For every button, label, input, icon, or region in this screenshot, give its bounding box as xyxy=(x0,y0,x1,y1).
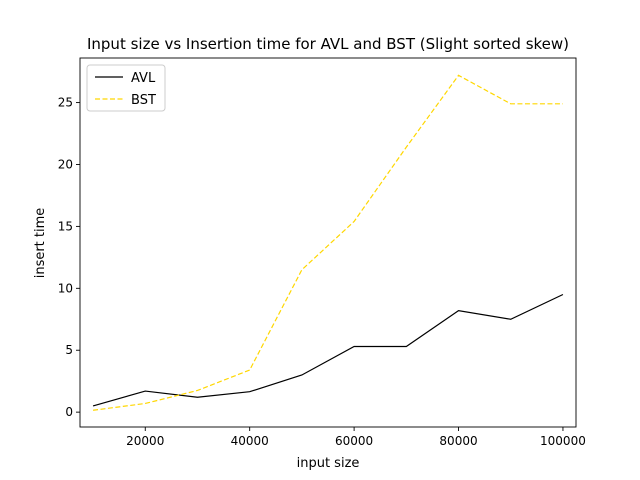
series-line-bst xyxy=(92,74,563,411)
y-tick-label: 10 xyxy=(58,281,73,295)
axes-layer: 20000 40000 60000 80000 100000 0 5 10 15 20 25 xyxy=(58,57,586,448)
x-tick-label: 20000 xyxy=(126,434,164,448)
series-line-avl xyxy=(92,293,564,407)
x-axis-label: input size xyxy=(297,456,360,471)
x-tick-label: 60000 xyxy=(335,434,373,448)
y-tick-label: 0 xyxy=(65,405,73,419)
y-tick-label: 5 xyxy=(65,343,73,357)
y-tick-label: 25 xyxy=(58,96,73,110)
y-axis-label: insert time xyxy=(33,208,48,279)
x-tick-label: 100000 xyxy=(540,434,586,448)
x-tick-label: 40000 xyxy=(231,434,269,448)
series-layer xyxy=(92,74,564,411)
legend-label-avl: AVL xyxy=(131,71,156,86)
y-tick-label: 20 xyxy=(58,157,73,171)
legend-label-bst: BST xyxy=(131,93,156,108)
plot-frame xyxy=(79,57,577,428)
y-tick-label: 15 xyxy=(58,219,73,233)
legend: AVL BST xyxy=(86,64,166,112)
chart-title: Input size vs Insertion time for AVL and… xyxy=(87,35,569,53)
x-tick-label: 80000 xyxy=(439,434,477,448)
